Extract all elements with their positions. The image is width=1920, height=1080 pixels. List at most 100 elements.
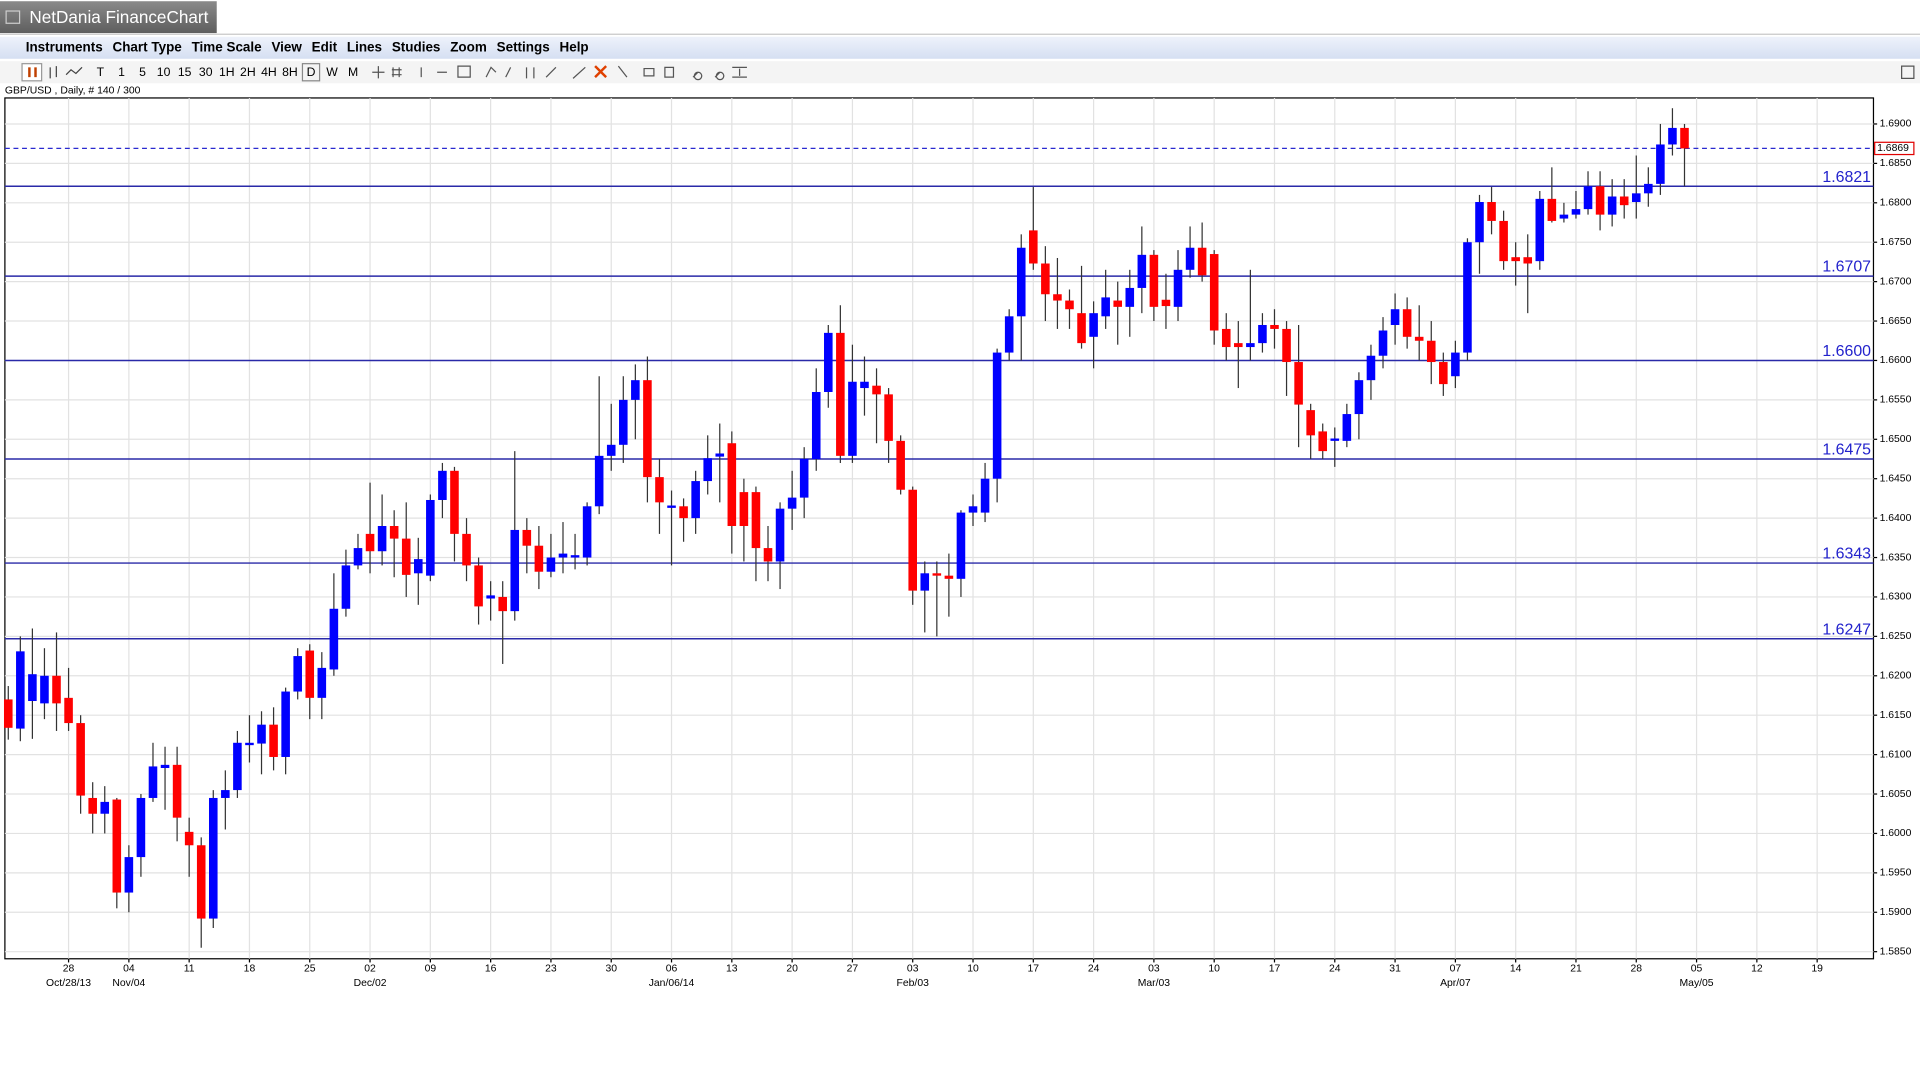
candle-body bbox=[884, 394, 893, 441]
x-tick-label: 19 bbox=[1811, 963, 1823, 974]
candle-body bbox=[582, 506, 592, 558]
candle-body bbox=[775, 508, 785, 562]
x-tick-label: 21 bbox=[1570, 963, 1582, 974]
y-tick-label: 1.6500 bbox=[1880, 434, 1912, 445]
y-tick-label: 1.6200 bbox=[1880, 671, 1912, 682]
candle-body bbox=[257, 724, 266, 744]
candle-body bbox=[1511, 257, 1520, 262]
candle-body bbox=[486, 595, 495, 599]
y-tick-label: 1.6150 bbox=[1880, 710, 1912, 721]
menu-item[interactable]: Studies bbox=[392, 39, 441, 54]
candle-body bbox=[40, 675, 49, 704]
candle-body bbox=[293, 656, 302, 692]
candle-body bbox=[1366, 355, 1376, 381]
candle-body bbox=[1644, 183, 1653, 194]
candle-tool[interactable] bbox=[21, 63, 43, 82]
timeframe-button[interactable]: 5 bbox=[139, 65, 146, 79]
candle-body bbox=[64, 697, 73, 724]
timeframe-button[interactable]: 10 bbox=[157, 65, 171, 79]
candle-body bbox=[1499, 220, 1508, 262]
y-tick-label: 1.6050 bbox=[1880, 789, 1912, 800]
candle-body bbox=[196, 845, 206, 919]
chart-type-icons[interactable] bbox=[49, 66, 83, 79]
candle-body bbox=[1390, 309, 1400, 325]
timeframe-button[interactable]: D bbox=[307, 65, 316, 79]
candle-body bbox=[148, 766, 158, 798]
candle-body bbox=[160, 764, 170, 769]
candle-body bbox=[570, 555, 580, 558]
candle-body bbox=[1065, 300, 1074, 310]
candle-body bbox=[1583, 186, 1593, 210]
x-tick-label: 10 bbox=[967, 963, 979, 974]
menu-item[interactable]: Help bbox=[560, 39, 589, 54]
x-tick-label: 10 bbox=[1208, 963, 1220, 974]
candle-body bbox=[739, 492, 749, 527]
candle-body bbox=[305, 650, 315, 698]
menu-item[interactable]: View bbox=[271, 39, 302, 54]
timeframe-button[interactable]: 4H bbox=[261, 65, 277, 79]
candle-body bbox=[811, 391, 821, 459]
current-price-label: 1.6869 bbox=[1877, 143, 1909, 154]
candle-body bbox=[546, 557, 556, 572]
menu-item[interactable]: Chart Type bbox=[113, 39, 183, 54]
candle-icon bbox=[34, 67, 37, 78]
candle-body bbox=[1547, 198, 1557, 221]
candle-body bbox=[1234, 343, 1243, 348]
menu-item[interactable]: Settings bbox=[497, 39, 550, 54]
candle-body bbox=[1258, 324, 1267, 344]
x-tick-label: 27 bbox=[847, 963, 859, 974]
menu-item[interactable]: Time Scale bbox=[192, 39, 263, 54]
candle-body bbox=[88, 797, 97, 814]
menu-item[interactable]: Zoom bbox=[450, 39, 487, 54]
timeframe-button[interactable]: M bbox=[348, 65, 358, 79]
candle-body bbox=[329, 608, 339, 670]
candle-body bbox=[643, 380, 652, 478]
candle-body bbox=[1463, 242, 1472, 353]
candle-body bbox=[112, 799, 122, 893]
menu-item[interactable]: Instruments bbox=[26, 39, 103, 54]
timeframe-button[interactable]: W bbox=[326, 65, 338, 79]
candle-body bbox=[3, 699, 13, 728]
plot-area bbox=[4, 97, 1875, 960]
candle-body bbox=[1197, 247, 1207, 276]
timeframe-button[interactable]: 1 bbox=[118, 65, 125, 79]
timeframe-button[interactable]: 8H bbox=[282, 65, 298, 79]
timeframe-button[interactable]: 2H bbox=[240, 65, 256, 79]
x-tick-label: 11 bbox=[184, 963, 195, 974]
menu-item[interactable]: Edit bbox=[312, 39, 338, 54]
candle-body bbox=[1414, 336, 1424, 341]
candle-body bbox=[1426, 340, 1436, 363]
timeframe-button[interactable]: 15 bbox=[178, 65, 192, 79]
candle-body bbox=[992, 352, 1002, 479]
candle-body bbox=[389, 526, 399, 539]
candle-body bbox=[317, 667, 327, 698]
x-period-label: Apr/07 bbox=[1440, 978, 1471, 989]
candle-body bbox=[353, 548, 363, 566]
candle-body bbox=[401, 538, 411, 575]
timeframe-button[interactable]: 30 bbox=[199, 65, 213, 79]
timeframe-button[interactable]: 1H bbox=[219, 65, 235, 79]
candle-body bbox=[1246, 343, 1255, 348]
x-tick-label: 02 bbox=[364, 963, 376, 974]
candle-body bbox=[1089, 313, 1098, 337]
candle-body bbox=[1270, 324, 1279, 329]
x-tick-label: 28 bbox=[1630, 963, 1642, 974]
delete-icon[interactable] bbox=[594, 65, 607, 79]
x-tick-label: 13 bbox=[726, 963, 738, 974]
candle-body bbox=[1101, 297, 1110, 317]
candle-body bbox=[1402, 309, 1412, 337]
candle-body bbox=[703, 458, 712, 482]
timeframe-button[interactable]: T bbox=[97, 65, 105, 79]
candle-body bbox=[1487, 202, 1496, 221]
candle-body bbox=[799, 458, 809, 498]
candle-body bbox=[1595, 186, 1605, 215]
candle-body bbox=[414, 559, 423, 574]
window-tab[interactable] bbox=[0, 1, 217, 34]
candle-body bbox=[1029, 230, 1038, 264]
y-tick-label: 1.6800 bbox=[1880, 198, 1912, 209]
candle-body bbox=[221, 790, 230, 798]
menu-item[interactable]: Lines bbox=[347, 39, 382, 54]
line-label: 1.6821 bbox=[1822, 169, 1871, 186]
x-tick-label: 28 bbox=[63, 963, 75, 974]
